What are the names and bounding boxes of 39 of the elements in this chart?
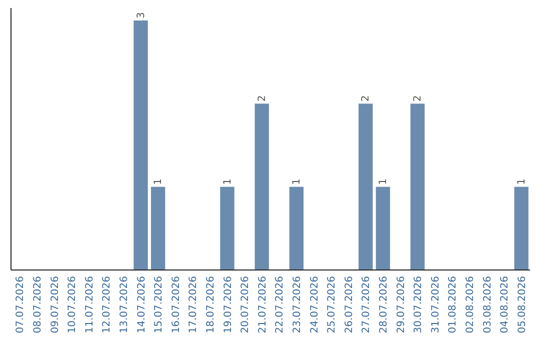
data-label: 1	[153, 178, 164, 185]
x-tick-label: 04.08.2026	[500, 276, 511, 334]
x-tick-label: 18.07.2026	[205, 276, 216, 334]
x-tick-label: 23.07.2026	[292, 276, 303, 334]
x-tick-label: 30.07.2026	[413, 276, 424, 334]
x-tick-label: 08.07.2026	[32, 276, 44, 334]
x-tick-label: 02.08.2026	[464, 276, 476, 334]
x-tick-label: 17.07.2026	[188, 276, 200, 334]
data-label: 2	[412, 95, 424, 102]
data-label: 1	[516, 178, 528, 185]
data-label: 1	[222, 178, 234, 185]
x-tick-label: 16.07.2026	[170, 276, 182, 334]
x-tick-label: 20.07.2026	[240, 276, 252, 334]
x-tick-label: 26.07.2026	[344, 276, 355, 334]
x-tick-label: 15.07.2026	[154, 276, 165, 334]
x-tick-label: 13.07.2026	[118, 276, 130, 334]
data-label: 2	[360, 95, 372, 102]
x-tick-label: 28.07.2026	[378, 276, 390, 334]
x-tick-label: 27.07.2026	[361, 276, 372, 334]
x-tick-label: 31.07.2026	[430, 276, 442, 334]
x-tick-label: 29.07.2026	[396, 276, 407, 334]
x-tick-label: 01.08.2026	[448, 276, 459, 334]
x-tick-label: 05.08.2026	[516, 276, 528, 334]
data-label: 1	[291, 178, 302, 185]
x-tick-label: 03.08.2026	[482, 276, 494, 334]
data-label: 1	[378, 178, 389, 185]
x-tick-label: 10.07.2026	[67, 276, 78, 334]
x-tick-label: 22.07.2026	[274, 276, 286, 334]
x-tick-label: 07.07.2026	[15, 276, 26, 334]
x-tick-label: 09.07.2026	[50, 276, 61, 334]
x-tick-label: 21.07.2026	[257, 276, 268, 334]
data-label: 2	[256, 95, 268, 102]
x-tick-label: 11.07.2026	[84, 276, 96, 334]
x-tick-label: 24.07.2026	[309, 276, 320, 334]
x-tick-label: 14.07.2026	[136, 276, 148, 334]
x-tick-label: 12.07.2026	[102, 276, 113, 334]
x-tick-label: 25.07.2026	[326, 276, 338, 334]
x-tick-label: 19.07.2026	[222, 276, 234, 334]
data-label: 3	[136, 12, 147, 18]
